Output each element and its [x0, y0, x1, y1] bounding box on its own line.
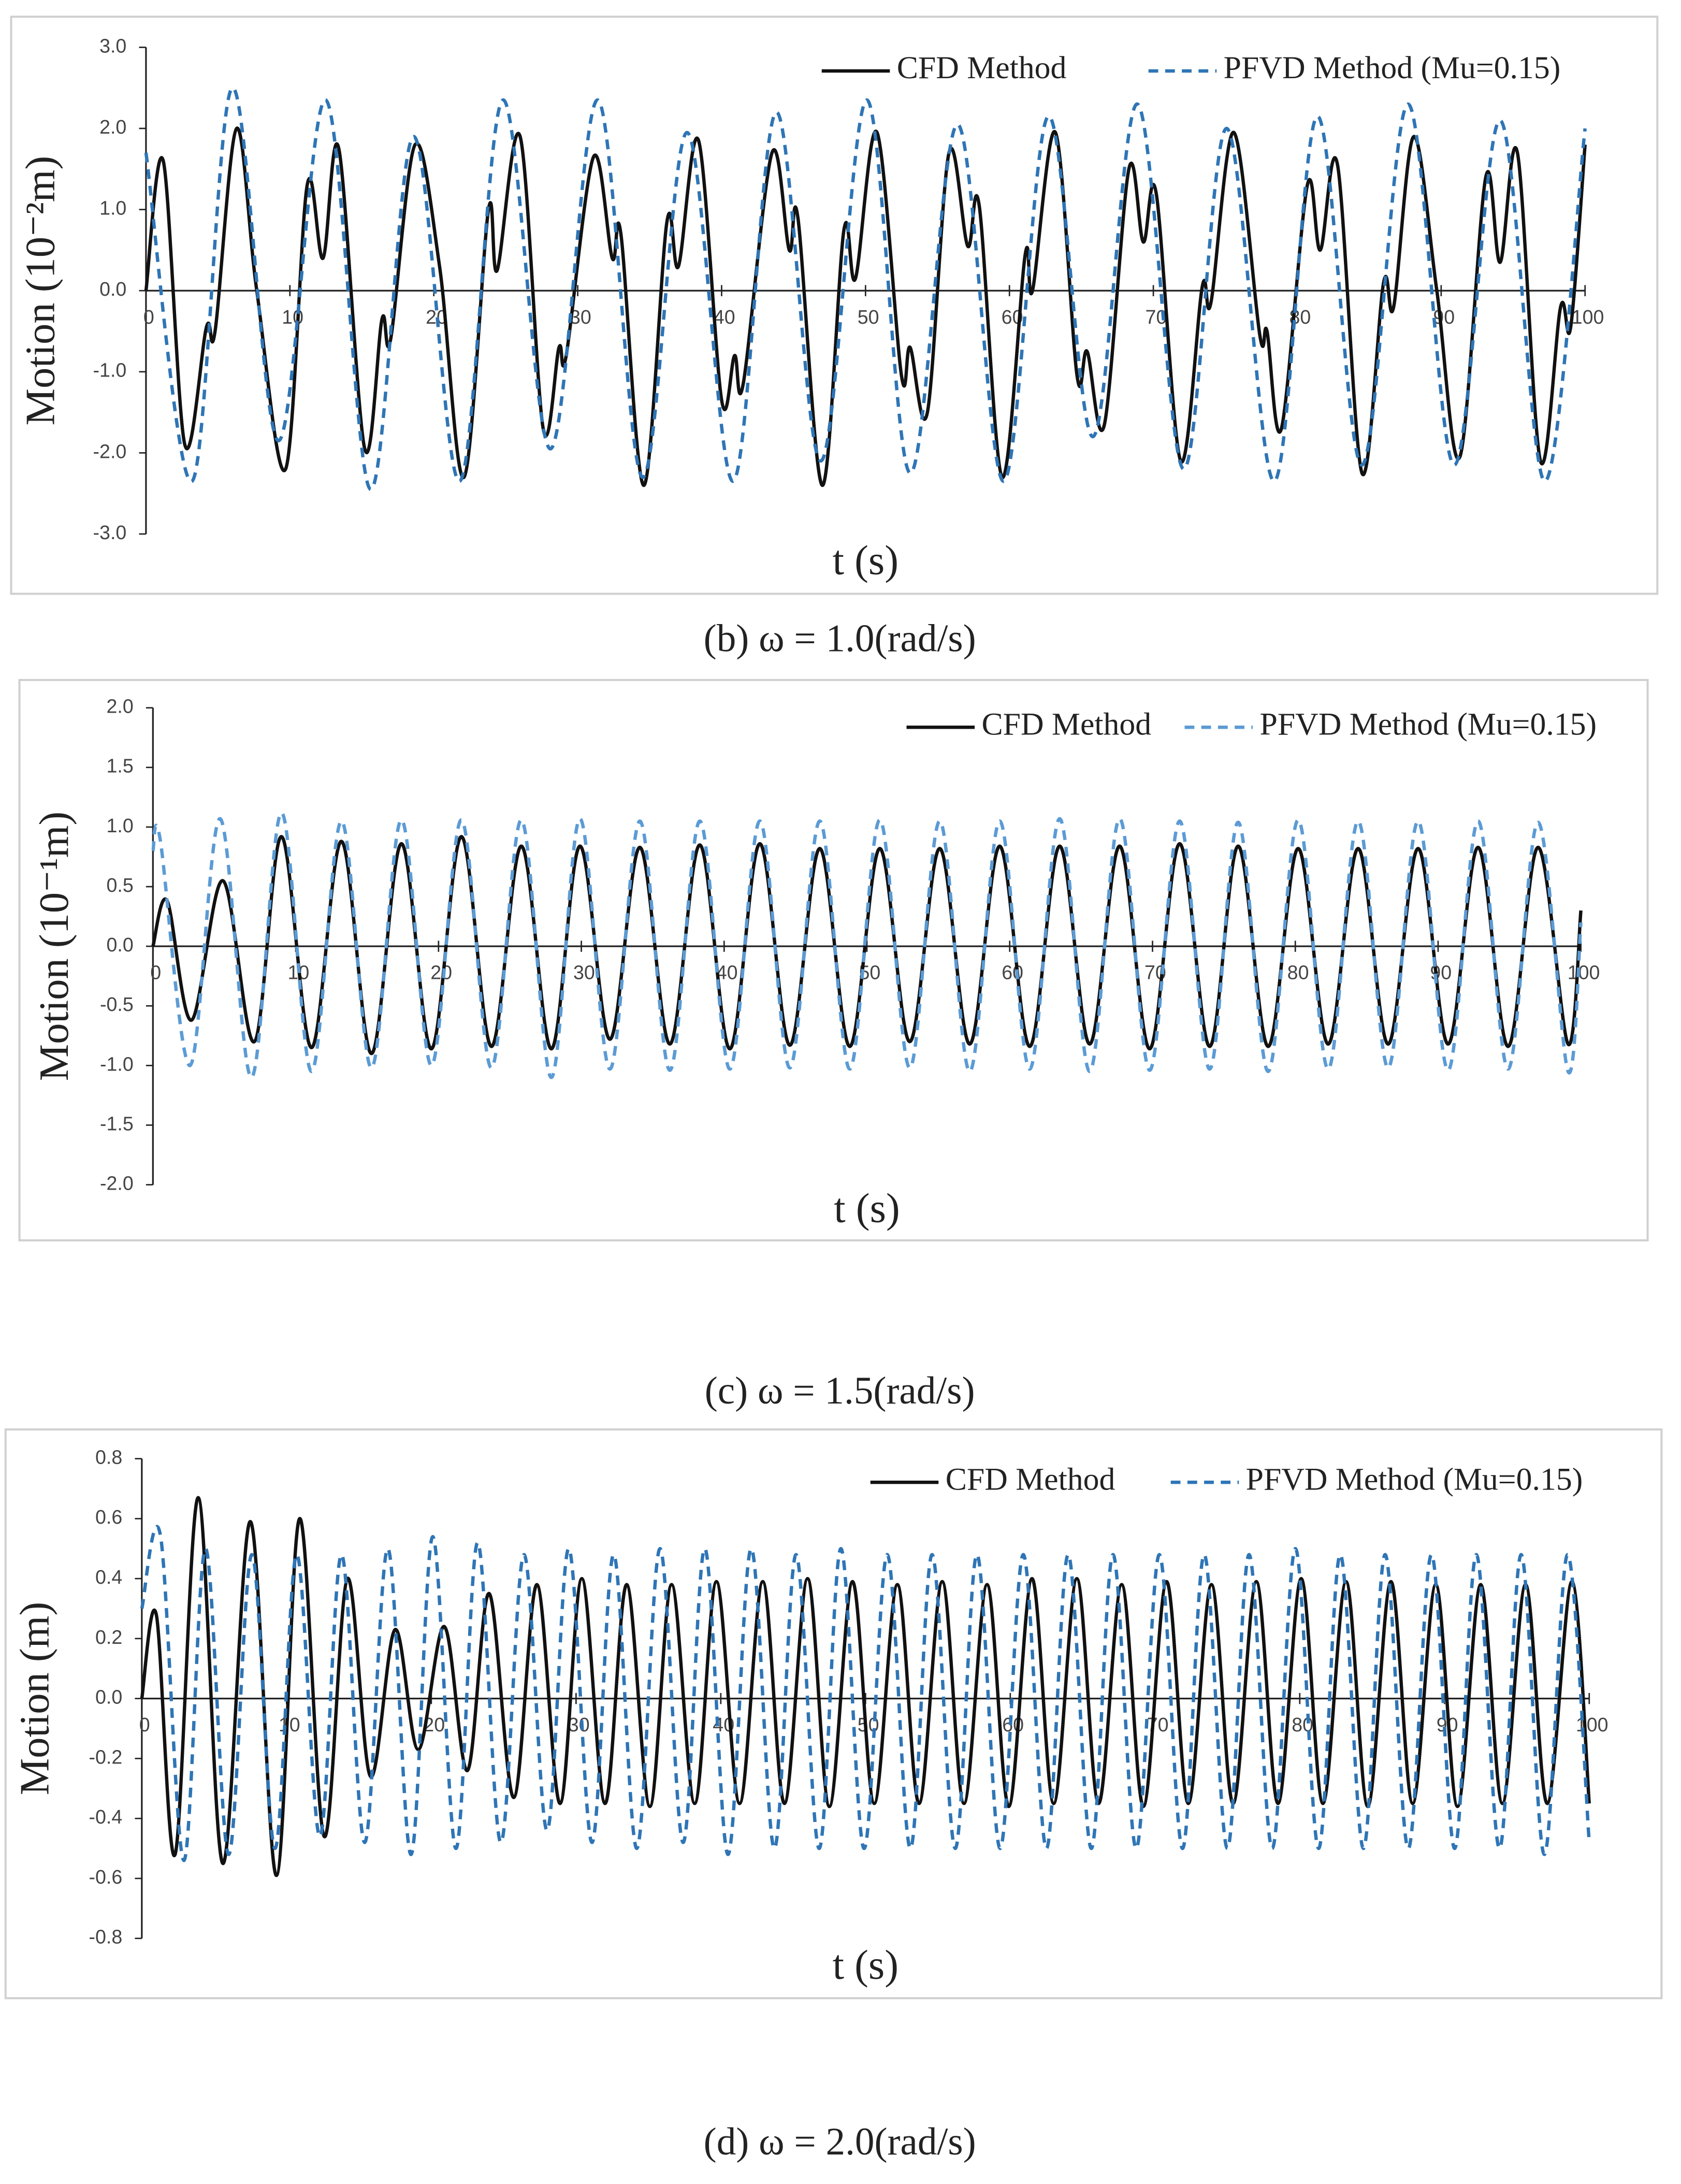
x-tick-label: 30 [573, 962, 595, 983]
x-tick-label: 50 [858, 306, 879, 328]
y-tick-label: -2.0 [100, 1173, 134, 1194]
x-tick-label: 0 [143, 306, 154, 328]
y-tick-label: -0.8 [89, 1926, 123, 1948]
y-tick-label: -0.4 [89, 1806, 123, 1828]
x-axis-label: t (s) [834, 1185, 900, 1232]
x-tick-label: 10 [282, 306, 303, 328]
chart-panel: -0.8-0.6-0.4-0.20.00.20.40.60.80 10 20 30 40… [4, 1428, 1663, 2163]
legend-label: PFVD Method (Mu=0.15) [1224, 50, 1561, 85]
x-axis-label: t (s) [833, 1942, 899, 1988]
chart-panel: -3.0-2.0-1.00.01.02.03.00 10 20 30 40 50 60 70 8… [10, 16, 1659, 660]
y-tick-label: 2.0 [99, 116, 126, 138]
legend-label: CFD Method [897, 50, 1067, 85]
legend-label: PFVD Method (Mu=0.15) [1246, 1462, 1583, 1497]
x-axis-label: t (s) [833, 538, 899, 584]
x-tick-label: 60 [1002, 962, 1023, 983]
y-tick-label: 1.0 [106, 815, 133, 836]
y-tick-label: 0.0 [95, 1686, 122, 1708]
y-tick-label: -0.6 [89, 1866, 123, 1888]
y-tick-label: 0.8 [95, 1446, 122, 1468]
y-tick-label: -3.0 [93, 522, 127, 543]
series-line [151, 811, 1583, 1079]
x-tick-label: 40 [714, 306, 735, 328]
y-tick-label: 0.5 [106, 874, 133, 896]
y-axis-label: Motion (10⁻²m) [17, 156, 63, 426]
x-tick-label: 0 [150, 962, 161, 983]
legend-label: PFVD Method (Mu=0.15) [1259, 706, 1597, 742]
x-tick-label: 30 [568, 1714, 590, 1735]
y-tick-label: 0.6 [95, 1506, 122, 1528]
legend-label: CFD Method [982, 706, 1152, 742]
caption: (c) ω = 1.5(rad/s) [705, 1369, 975, 1412]
y-axis-label: Motion (m) [12, 1602, 58, 1796]
y-tick-label: 0.2 [95, 1626, 122, 1648]
y-tick-label: -1.5 [100, 1112, 134, 1134]
caption: (b) ω = 1.0(rad/s) [704, 617, 976, 660]
x-tick-label: 90 [1433, 306, 1455, 328]
y-axis-label: Motion (10⁻¹m) [31, 812, 77, 1081]
y-tick-label: -2.0 [93, 440, 127, 462]
x-tick-label: 100 [1572, 306, 1604, 328]
series-line [144, 86, 1587, 491]
chart-panel: -2.0-1.5-1.0-0.50.00.51.01.52.00 10 20 30 40… [18, 678, 1649, 1412]
x-tick-label: 60 [1002, 1714, 1024, 1735]
chart-frame [4, 1428, 1663, 2000]
y-tick-label: 0.0 [99, 278, 126, 300]
x-tick-label: 0 [139, 1714, 150, 1735]
y-tick-label: 3.0 [99, 35, 126, 56]
y-tick-label: -0.5 [100, 993, 134, 1015]
y-tick-label: 1.0 [99, 197, 126, 219]
chart-frame [18, 678, 1649, 1241]
series-line [140, 1525, 1591, 1862]
y-tick-label: -0.2 [89, 1746, 123, 1768]
y-tick-label: -1.0 [93, 359, 127, 381]
caption: (d) ω = 2.0(rad/s) [704, 2120, 976, 2163]
y-tick-label: 2.0 [106, 696, 133, 717]
y-tick-label: 0.0 [106, 934, 133, 956]
y-tick-label: -1.0 [100, 1053, 134, 1075]
x-tick-label: 70 [1147, 1714, 1169, 1735]
x-tick-label: 100 [1568, 962, 1600, 983]
chart-frame [10, 16, 1659, 595]
y-tick-label: 0.4 [95, 1566, 122, 1588]
series-line [144, 126, 1587, 487]
x-tick-label: 10 [279, 1714, 300, 1735]
y-tick-label: 1.5 [106, 755, 133, 777]
x-tick-label: 80 [1287, 962, 1309, 983]
legend-label: CFD Method [946, 1462, 1115, 1497]
